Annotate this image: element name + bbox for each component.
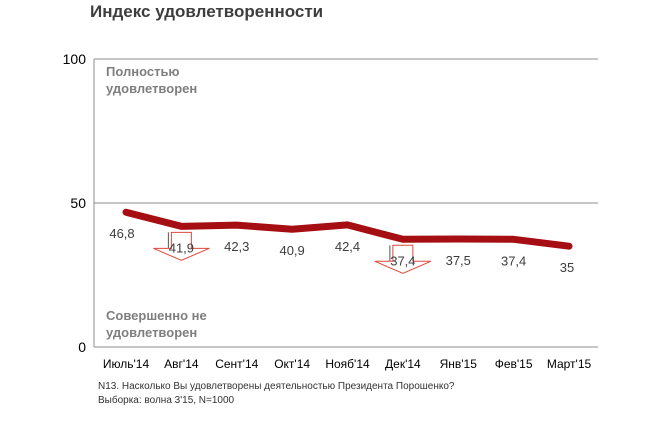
x-tick-labels: Июль'14 Авг'14 Сент'14 Окт'14 Нояб'14 Дек'14 Я…: [103, 357, 592, 371]
x-tick-label: Авг'14: [164, 357, 199, 371]
axes: [93, 59, 598, 348]
x-tick-label: Янв'15: [440, 357, 478, 371]
annotation-top-line: удовлетворен: [106, 81, 197, 96]
x-tick-label: Окт'14: [274, 357, 310, 371]
x-tick-label: Март'15: [547, 357, 592, 371]
x-tick-label: Сент'14: [215, 357, 258, 371]
data-label: 40,9: [279, 243, 304, 258]
annotation-bottom-line: Совершенно не: [106, 308, 207, 323]
data-label: 37,5: [446, 253, 471, 268]
chart-title: Индекс удовлетворенности: [90, 2, 324, 21]
decline-arrow-icon: [153, 231, 210, 261]
x-tick-label: Фев'15: [495, 357, 533, 371]
data-label: 41,9: [169, 240, 194, 255]
survey-question-note: N13. Насколько Вы удовлетворены деятельн…: [98, 381, 455, 392]
y-tick-labels: 0 50 100: [63, 51, 87, 355]
data-label: 35: [560, 260, 574, 275]
decline-markers: [153, 231, 432, 274]
y-tick-label: 0: [78, 339, 86, 355]
series-line: [122, 208, 573, 250]
data-label: 42,4: [335, 239, 360, 254]
data-label: 37,4: [390, 253, 415, 268]
sample-note: Выборка: волна 3'15, N=1000: [98, 395, 235, 406]
data-label: 37,4: [501, 253, 526, 268]
data-labels: 46,8 41,9 42,3 40,9 42,4 37,4 37,5 37,4 35: [109, 226, 574, 275]
decline-arrow-icon: [374, 244, 432, 274]
annotations: Полностью удовлетворен Совершенно не удовле…: [106, 64, 207, 340]
annotation-top-line: Полностью: [106, 64, 180, 79]
annotation-bottom-line: удовлетворен: [106, 325, 197, 340]
x-tick-label: Июль'14: [103, 357, 150, 371]
data-label: 42,3: [224, 239, 249, 254]
gridlines: [94, 58, 598, 204]
y-tick-label: 50: [70, 195, 86, 211]
series-line-group: [122, 208, 573, 250]
x-tick-label: Дек'14: [385, 357, 421, 371]
y-tick-label: 100: [63, 51, 87, 67]
x-tick-label: Нояб'14: [325, 357, 370, 371]
data-label: 46,8: [109, 226, 134, 241]
